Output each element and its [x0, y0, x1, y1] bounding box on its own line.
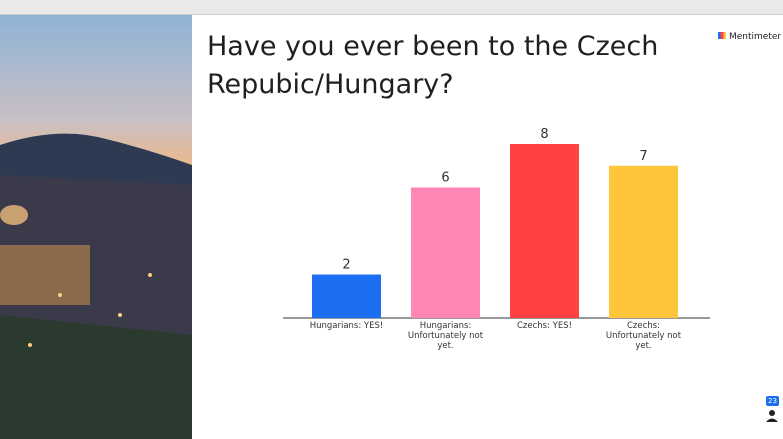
slide-title: Have you ever been to the Czech Repubic/…: [207, 31, 659, 100]
bar: [510, 144, 579, 318]
participants-count: 23: [766, 396, 779, 406]
participants-icon: [766, 410, 778, 422]
browser-bar: [0, 0, 783, 15]
brand-name: Mentimeter: [729, 32, 782, 42]
bar: [609, 165, 678, 318]
value-label: 8: [540, 127, 548, 142]
brand: Mentimeter: [718, 32, 781, 42]
value-label: 7: [639, 149, 647, 164]
bar: [411, 187, 480, 318]
category-label: Czechs: YES!: [516, 321, 573, 331]
value-label: 6: [441, 171, 449, 186]
city-photo: [0, 15, 192, 439]
category-label: Hungarians: Unfortunately not yet.: [407, 321, 484, 351]
category-label: Czechs: Unfortunately not yet.: [605, 321, 682, 351]
chart: 2 6 8 7: [283, 127, 710, 319]
value-label: 2: [342, 258, 350, 273]
category-label: Hungarians: YES!: [309, 321, 384, 331]
bar: [312, 274, 381, 318]
